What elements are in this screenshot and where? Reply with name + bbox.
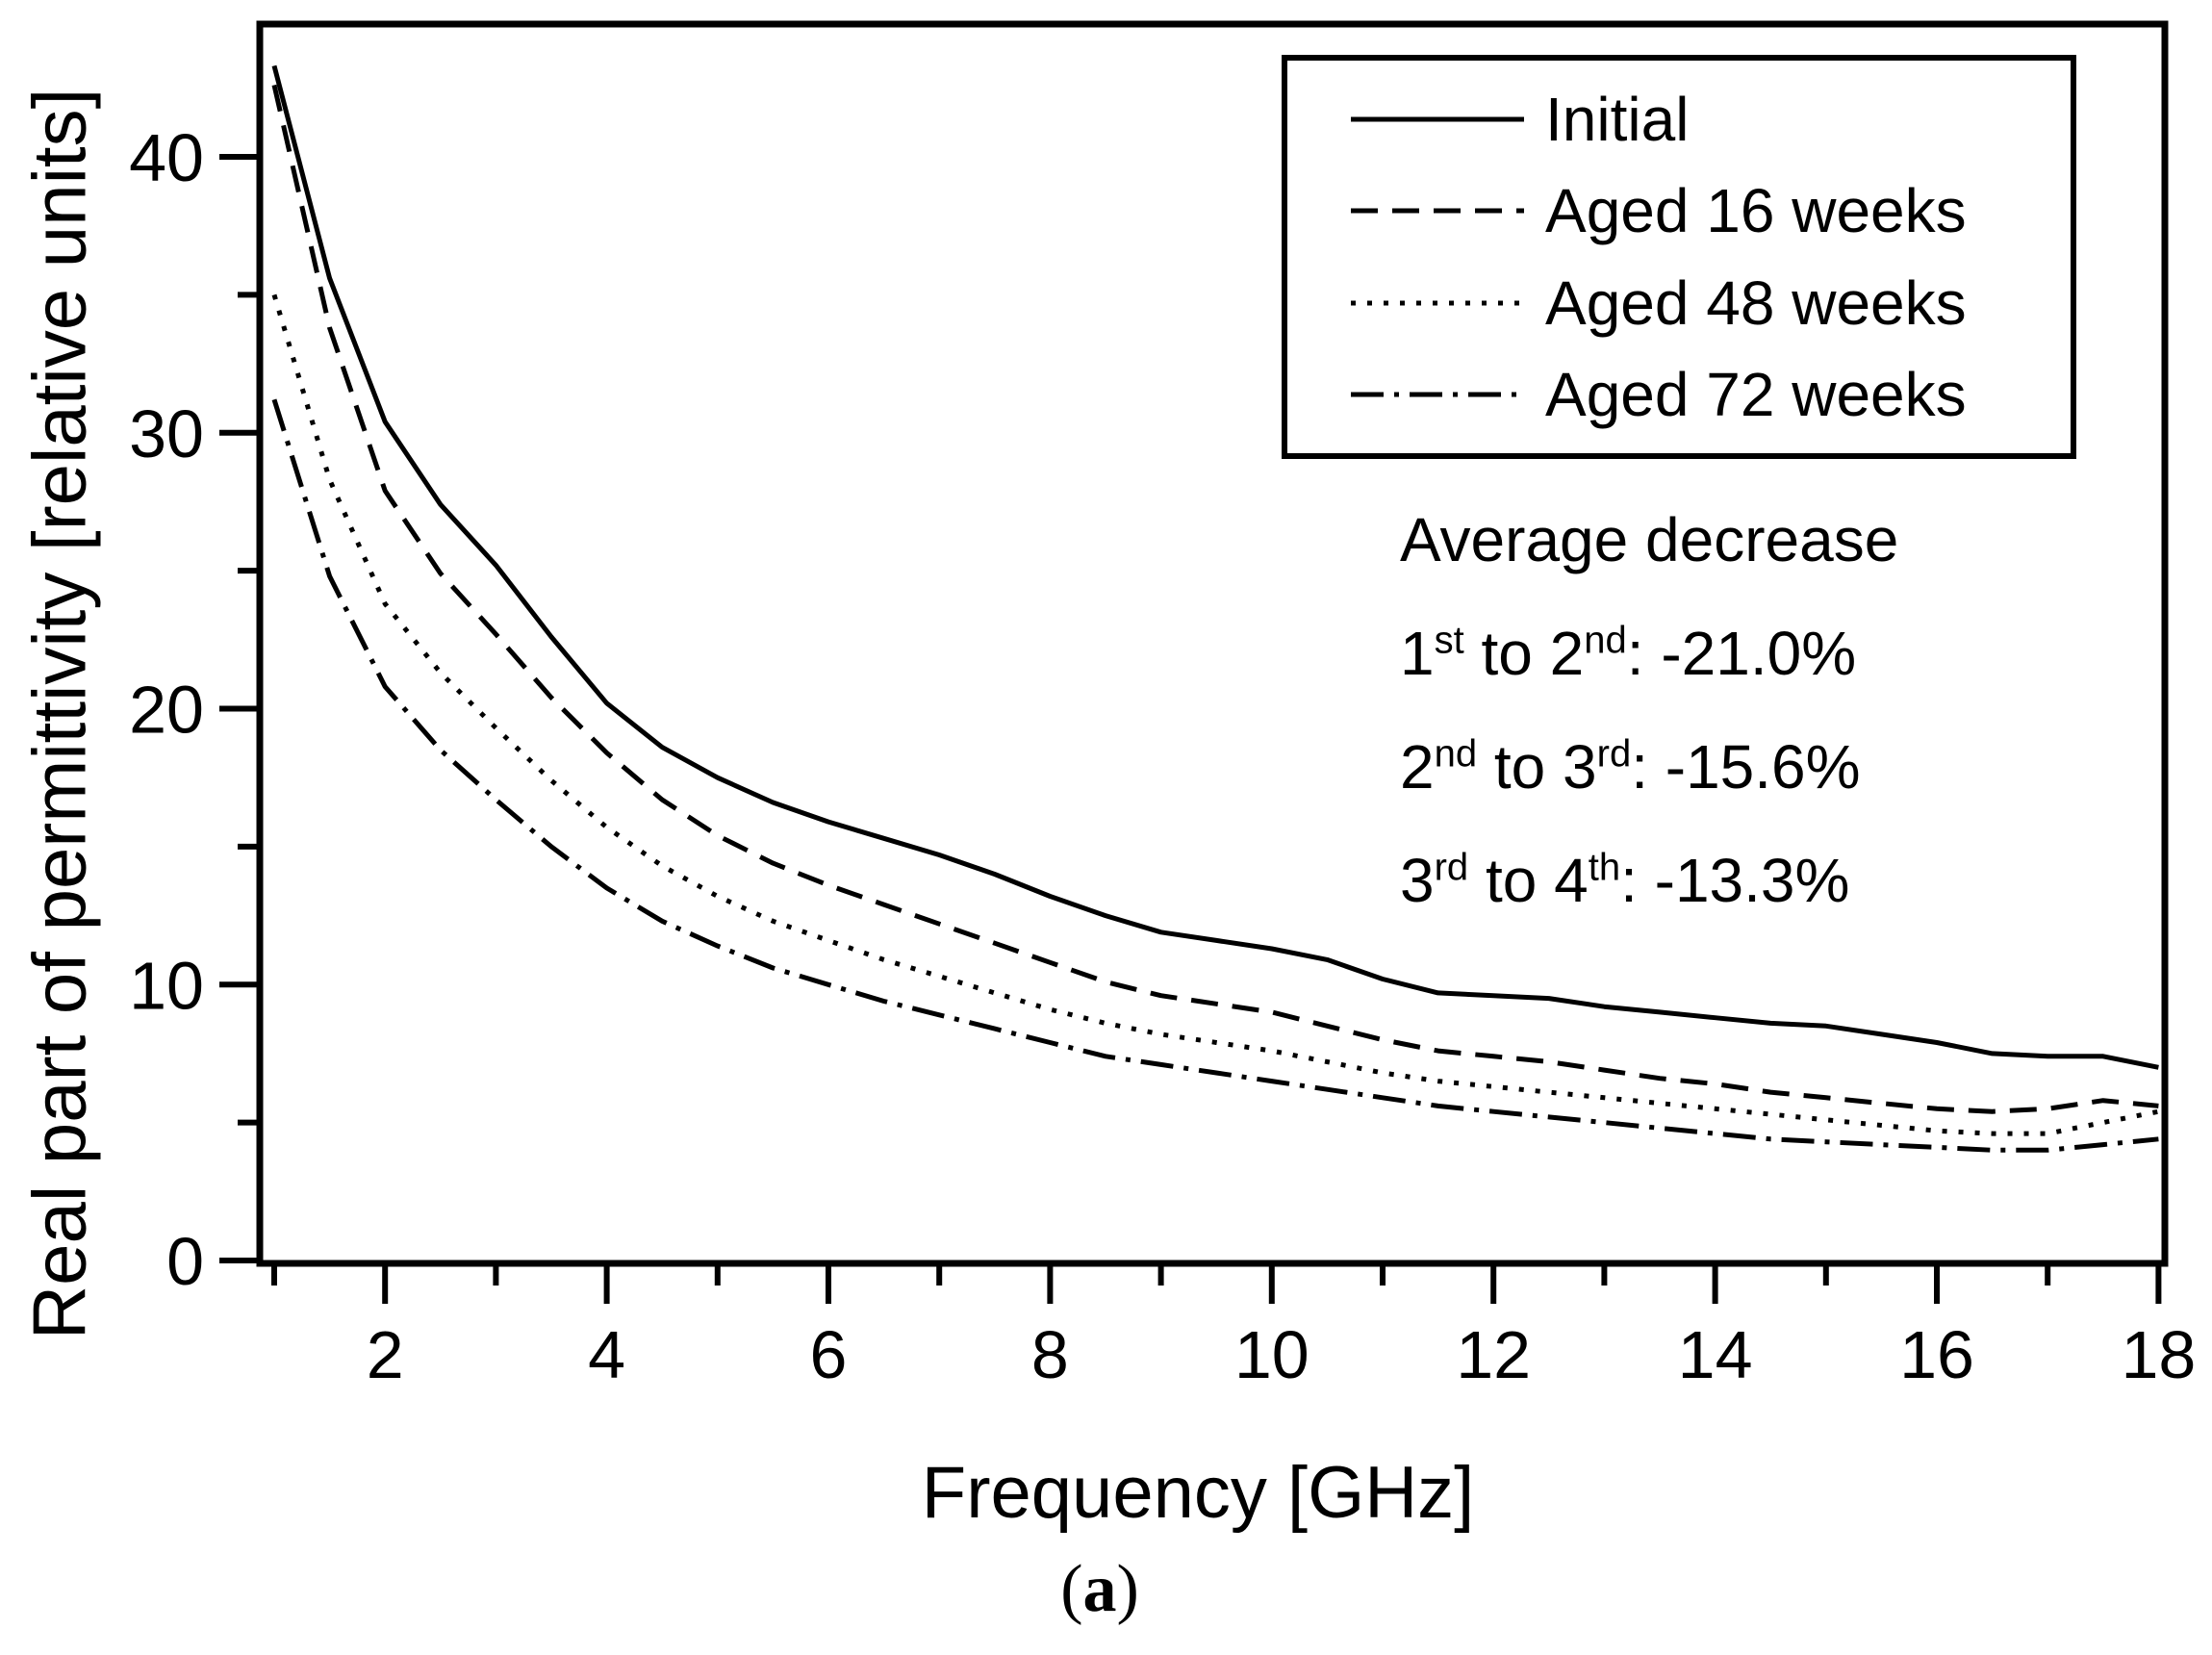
legend-line-dashed-icon [1351, 208, 1524, 214]
average-decrease-annotation: Average decrease 1st to 2nd: -21.0% 2nd … [1400, 504, 1898, 916]
x-tick-label: 4 [588, 1317, 625, 1392]
x-tick-label: 6 [810, 1317, 848, 1392]
axes-frame [256, 20, 2169, 1267]
annotation-row-1: 1st to 2nd: -21.0% [1400, 619, 1857, 688]
legend: Initial Aged 16 weeks Aged 48 weeks Aged… [1282, 55, 2076, 459]
subfigure-caption: (a) [1060, 1552, 1139, 1626]
x-tick-label: 2 [367, 1317, 404, 1392]
legend-item-initial: Initial [1351, 84, 2071, 154]
annotation-row-3: 3rd to 4th: -13.3% [1400, 846, 1850, 915]
x-tick-label: 8 [1031, 1317, 1069, 1392]
x-tick-label: 10 [1234, 1317, 1309, 1392]
y-tick-label: 30 [129, 396, 204, 471]
curve-aged-48-weeks [271, 293, 2159, 1136]
y-axis-title: Real part of permittivity [relative unit… [16, 88, 102, 1340]
legend-label: Aged 16 weeks [1545, 176, 1967, 246]
curve-aged-16-weeks [271, 84, 2159, 1114]
y-tick-label: 10 [129, 948, 204, 1023]
curve-initial [271, 64, 2159, 1070]
legend-item-aged-16: Aged 16 weeks [1351, 176, 2071, 246]
legend-item-aged-48: Aged 48 weeks [1351, 267, 2071, 338]
y-tick-label: 0 [166, 1224, 204, 1299]
legend-label: Aged 72 weeks [1545, 360, 1967, 430]
annotation-title: Average decrease [1400, 505, 1899, 574]
legend-label: Initial [1545, 84, 1690, 154]
y-tick-label: 40 [129, 120, 204, 195]
curve-aged-72-weeks [271, 398, 2159, 1153]
annotation-row-2: 2nd to 3rd: -15.6% [1400, 732, 1861, 802]
x-axis-title: Frequency [GHz] [921, 1452, 1475, 1534]
legend-line-solid-icon [1351, 116, 1524, 122]
legend-line-dotted-icon [1351, 300, 1524, 306]
y-tick-label: 20 [129, 673, 204, 748]
legend-item-aged-72: Aged 72 weeks [1351, 360, 2071, 430]
x-tick-label: 12 [1456, 1317, 1531, 1392]
x-tick-label: 16 [1899, 1317, 1974, 1392]
x-tick-label: 14 [1678, 1317, 1753, 1392]
x-tick-label: 18 [2121, 1317, 2196, 1392]
legend-label: Aged 48 weeks [1545, 267, 1967, 338]
legend-line-dashdot-icon [1351, 392, 1524, 397]
